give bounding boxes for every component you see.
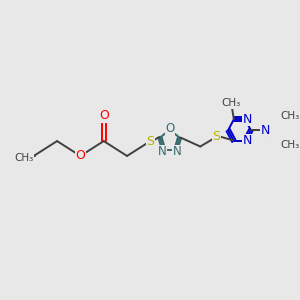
Text: CH₃: CH₃	[14, 153, 34, 163]
Text: O: O	[76, 149, 85, 162]
Text: CH₃: CH₃	[281, 111, 300, 121]
Text: N: N	[158, 145, 167, 158]
Text: O: O	[165, 122, 174, 135]
Text: S: S	[213, 130, 220, 142]
Text: N: N	[173, 145, 182, 158]
Text: S: S	[146, 135, 154, 148]
Text: N: N	[243, 134, 252, 148]
Text: CH₃: CH₃	[221, 98, 240, 108]
Text: O: O	[99, 109, 109, 122]
Text: N: N	[243, 113, 252, 126]
Text: CH₃: CH₃	[281, 140, 300, 150]
Text: N: N	[261, 124, 270, 137]
